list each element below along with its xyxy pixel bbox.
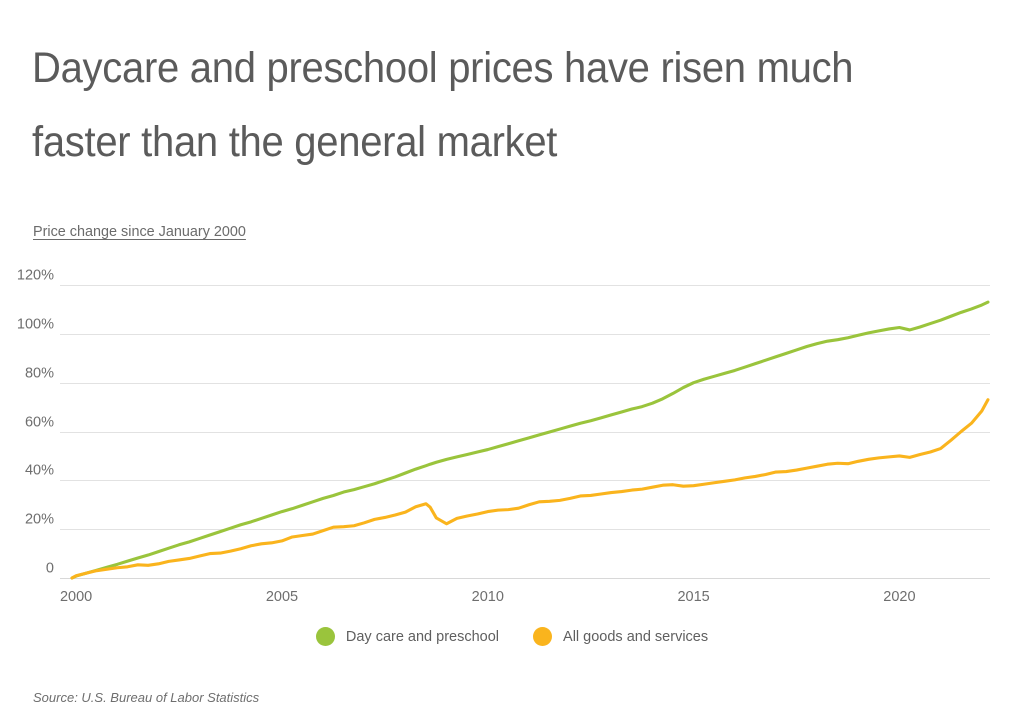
legend-item-label: All goods and services <box>563 628 709 645</box>
xtick-labels: 2000 2005 2010 2015 2020 <box>60 589 916 605</box>
y-axis-tick-label: 120% <box>17 268 54 284</box>
ytick-labels: 0 20% 40% 60% 80% 100% 120% <box>17 268 54 577</box>
x-axis-tick-label: 2005 <box>266 589 298 605</box>
circle-swatch-icon <box>533 627 553 646</box>
y-axis-tick-label: 60% <box>25 415 54 431</box>
series-line-all-goods-and-services <box>70 398 990 580</box>
circle-swatch-icon <box>315 627 335 646</box>
series-lines <box>70 300 990 580</box>
x-axis-tick-label: 2010 <box>472 589 504 605</box>
legend-item[interactable]: All goods and services <box>533 627 708 646</box>
y-axis-tick-label: 100% <box>17 317 54 333</box>
title-line-1: Daycare and preschool prices have risen … <box>32 44 854 92</box>
legend-item-label: Day care and preschool <box>345 628 500 645</box>
source-note: Source: U.S. Bureau of Labor Statistics <box>33 690 260 705</box>
y-axis-tick-label: 40% <box>25 463 54 479</box>
title-line-2: faster than the general market <box>32 118 558 166</box>
x-axis-tick-label: 2000 <box>60 589 92 605</box>
y-axis-tick-label: 0 <box>46 561 54 577</box>
legend-item[interactable]: Day care and preschool <box>315 627 500 646</box>
series-line-day-care-and-preschool <box>70 300 990 580</box>
x-axis-tick-label: 2015 <box>677 589 709 605</box>
y-axis-tick-label: 80% <box>25 366 54 382</box>
x-axis-tick-label: 2020 <box>883 589 915 605</box>
chart-legend: Day care and preschool All goods and serv… <box>0 627 1024 646</box>
gridlines <box>60 285 990 580</box>
chart-subtitle: Price change since January 2000 <box>33 223 246 240</box>
page-title: Daycare and preschool prices have risen … <box>32 32 992 180</box>
y-axis-tick-label: 20% <box>25 512 54 528</box>
